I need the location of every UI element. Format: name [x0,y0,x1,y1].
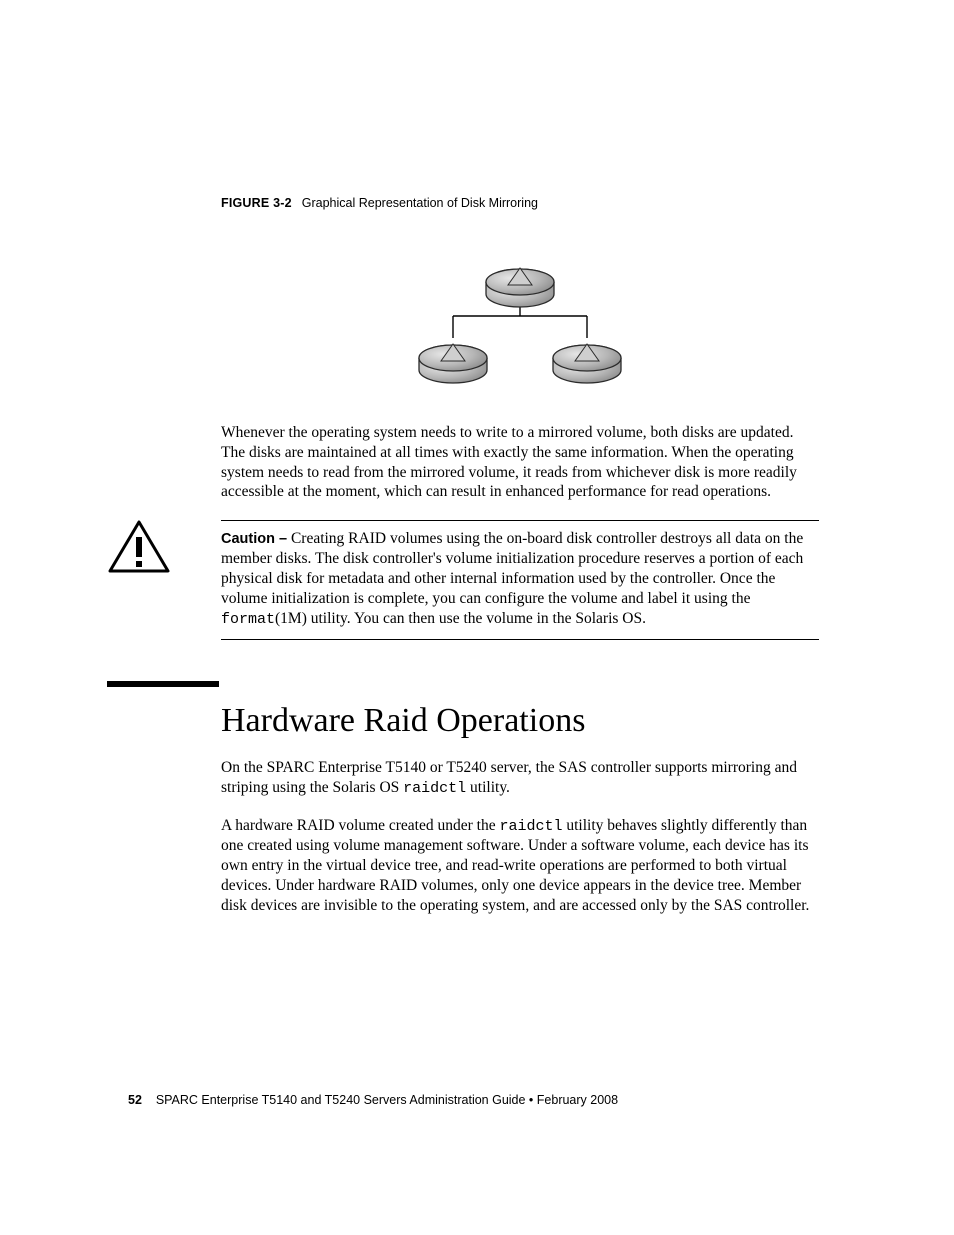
caution-label: Caution – [221,531,287,547]
figure-label: FIGURE 3-2 [221,196,292,210]
page: FIGURE 3-2 Graphical Representation of Di… [0,0,954,1235]
p2-after: utility. [466,779,510,796]
caution-block: Caution – Creating RAID volumes using th… [221,520,819,640]
figure-caption-text: Graphical Representation of Disk Mirrori… [302,196,538,210]
caution-text: Caution – Creating RAID volumes using th… [221,529,819,629]
caution-body-1: Creating RAID volumes using the on-board… [221,530,803,606]
p3-before: A hardware RAID volume created under the [221,817,499,834]
section-heading: Hardware Raid Operations [221,702,819,740]
section-rule [107,681,219,687]
disk-mirror-svg [405,238,635,398]
mirroring-diagram [221,238,819,403]
paragraph-sas: On the SPARC Enterprise T5140 or T5240 s… [221,758,819,798]
raidctl-code-1: raidctl [403,780,466,797]
figure-caption: FIGURE 3-2 Graphical Representation of Di… [221,196,819,210]
caution-icon [107,519,171,580]
disk-right [553,344,621,383]
footer-title: SPARC Enterprise T5140 and T5240 Servers… [156,1093,618,1107]
raidctl-code-2: raidctl [499,818,562,835]
disk-left [419,344,487,383]
caution-body-2: (1M) utility. You can then use the volum… [275,610,646,627]
format-code: format [221,611,275,628]
page-number: 52 [128,1093,142,1107]
content-column: FIGURE 3-2 Graphical Representation of Di… [221,196,819,933]
paragraph-hwraid: A hardware RAID volume created under the… [221,816,819,916]
paragraph-mirroring: Whenever the operating system needs to w… [221,423,819,502]
disk-top [486,268,554,307]
page-footer: 52 SPARC Enterprise T5140 and T5240 Serv… [128,1093,618,1107]
